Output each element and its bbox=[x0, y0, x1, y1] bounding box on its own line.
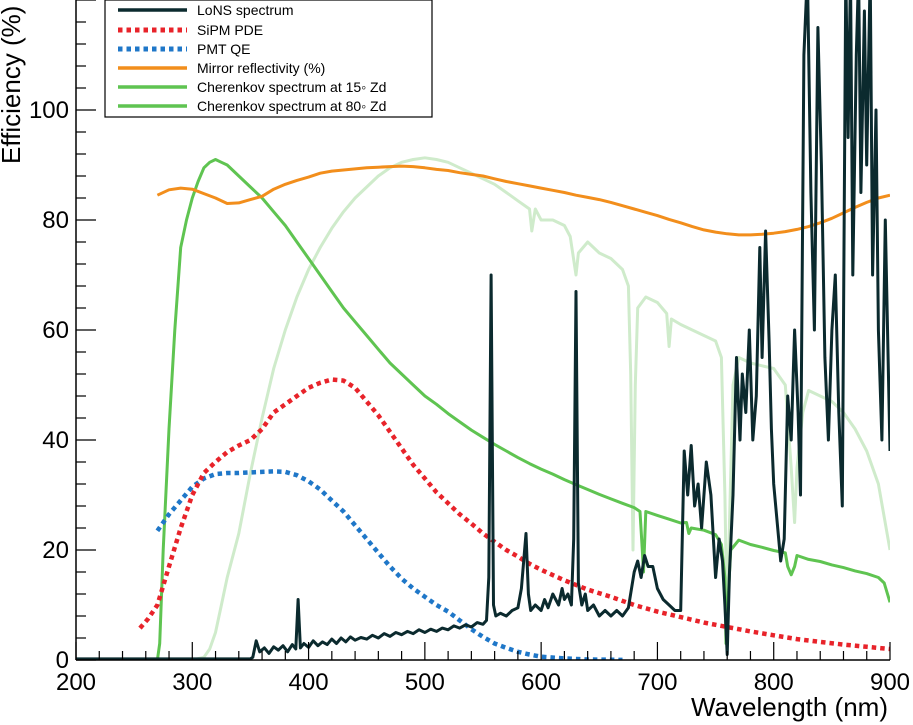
legend-frame bbox=[104, 0, 433, 118]
x-tick-label: 900 bbox=[870, 669, 910, 696]
series-line-mirror-reflectivity bbox=[156, 164, 890, 237]
x-tick-label: 400 bbox=[289, 669, 329, 696]
x-axis-title: Wavelength (nm) bbox=[691, 692, 888, 722]
y-tick-label: 0 bbox=[56, 647, 69, 674]
y-tick-label: 20 bbox=[42, 537, 69, 564]
x-tick-label: 200 bbox=[56, 669, 96, 696]
y-axis-title: Efficiency (%) bbox=[0, 6, 26, 164]
x-tick-label: 300 bbox=[172, 669, 212, 696]
legend: LoNS spectrum SiPM PDE PMT QE Mirror reflec… bbox=[104, 0, 433, 118]
x-tick-label: 700 bbox=[637, 669, 677, 696]
y-tick-label: 80 bbox=[42, 207, 69, 234]
legend-label-mirror-reflectivity: Mirror reflectivity (%) bbox=[197, 60, 325, 76]
y-tick-label: 100 bbox=[29, 97, 69, 124]
series-line-sipm-pde bbox=[138, 377, 890, 652]
series-line-cherenkov-spectrum-at-15-zd bbox=[76, 158, 890, 660]
legend-label-pmt-qe: PMT QE bbox=[197, 41, 250, 57]
series-line-cherenkov-spectrum-at-80-zd bbox=[191, 156, 890, 660]
y-tick-label: 40 bbox=[42, 427, 69, 454]
y-tick-label: 60 bbox=[42, 317, 69, 344]
legend-label-cherenkov-spectrum-at-15-zd: Cherenkov spectrum at 15◦ Zd bbox=[197, 79, 386, 95]
series-line-lons-spectrum bbox=[76, 0, 890, 660]
x-tick-label: 600 bbox=[521, 669, 561, 696]
x-tick-label: 800 bbox=[754, 669, 794, 696]
series-layer bbox=[76, 0, 890, 660]
legend-label-sipm-pde: SiPM PDE bbox=[197, 22, 263, 38]
legend-items: LoNS spectrum SiPM PDE PMT QE Mirror reflec… bbox=[118, 2, 386, 114]
legend-label-cherenkov-spectrum-at-80-zd: Cherenkov spectrum at 80◦ Zd bbox=[197, 98, 386, 114]
series-line-pmt-qe bbox=[155, 469, 623, 660]
x-tick-label: 500 bbox=[405, 669, 445, 696]
legend-label-lons-spectrum: LoNS spectrum bbox=[197, 2, 293, 18]
axes-layer: 200 300 400 500 600 700 800 900 0 20 40 60 80 100 bbox=[29, 0, 910, 696]
